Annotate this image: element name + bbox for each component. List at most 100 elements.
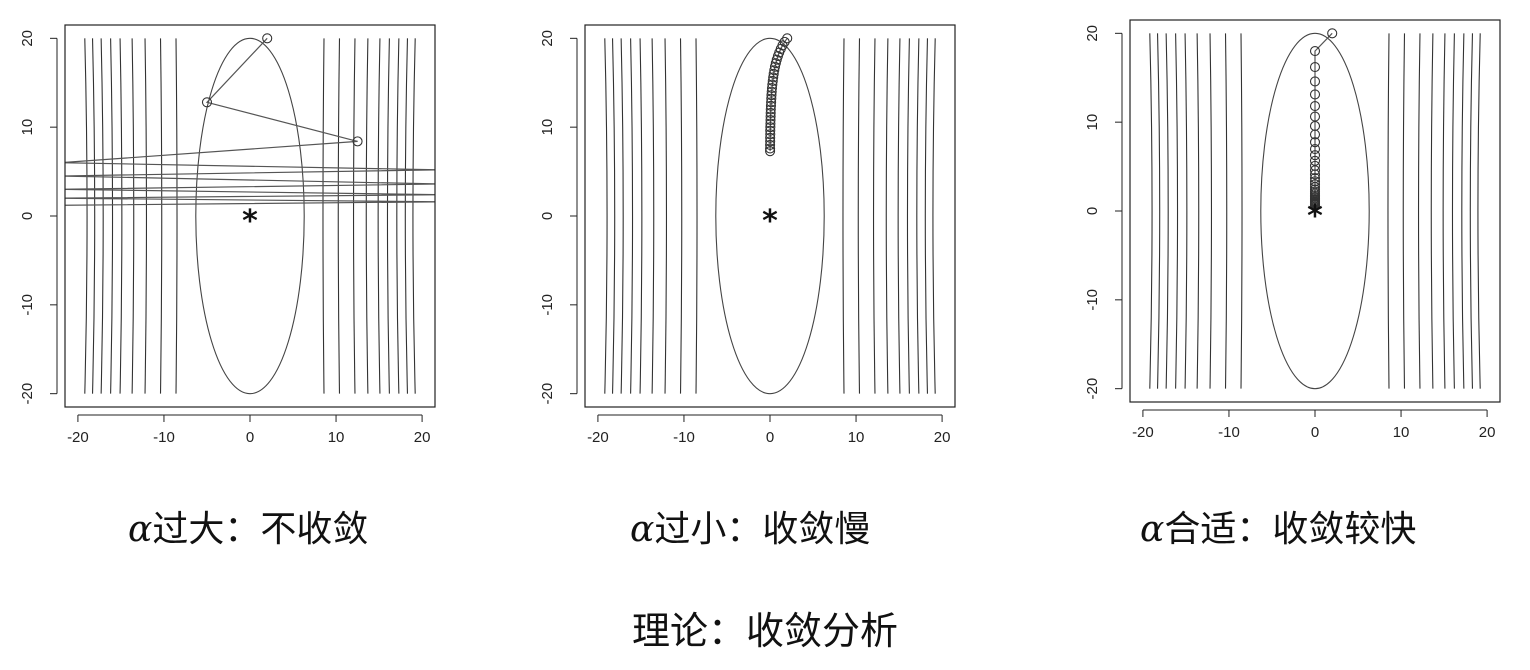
caption-too-large: α过大：不收敛	[128, 500, 368, 552]
iterate-point	[767, 79, 778, 90]
contour-line	[91, 38, 96, 394]
contour-line	[131, 38, 135, 394]
iterate-point	[1309, 89, 1321, 100]
contour-line	[1442, 33, 1446, 389]
contour-line	[1149, 33, 1153, 389]
contour-line	[639, 38, 643, 394]
contour-line	[897, 38, 901, 394]
contour-line	[1165, 33, 1169, 389]
x-tick-label: 10	[1393, 424, 1410, 441]
y-tick-label: 0	[539, 212, 556, 220]
iterate-point	[769, 65, 780, 76]
contour-ellipse	[715, 37, 825, 395]
contour-line	[337, 38, 341, 394]
iterate-point	[765, 125, 776, 136]
iterate-point	[766, 93, 777, 104]
minimum-marker: *	[1307, 199, 1323, 234]
plot-panel-too-small: * -20 -10 0 10 20 -20 -10 0 10 20	[520, 10, 980, 450]
y-tick-label: 10	[539, 119, 556, 136]
y-tick-label: 20	[1084, 25, 1101, 42]
iterate-point	[765, 146, 776, 157]
contour-line	[1387, 33, 1390, 389]
contour-line	[1209, 33, 1213, 389]
iterate-point	[352, 136, 363, 147]
contour-line	[352, 38, 356, 394]
y-tick-label: 0	[1084, 207, 1101, 215]
iterate-point	[1327, 28, 1338, 39]
iterate-point	[1309, 46, 1321, 57]
contour-line	[664, 38, 668, 394]
x-tick-label: -10	[153, 429, 175, 446]
contour-line	[144, 38, 148, 394]
contour-line	[404, 38, 409, 394]
x-tick-label: -20	[67, 429, 89, 446]
contour-line	[611, 38, 616, 394]
iterate-point	[1309, 76, 1321, 87]
iterate-point	[765, 115, 776, 126]
y-tick-label: -10	[1084, 289, 1101, 311]
x-tick-label: -20	[1132, 424, 1154, 441]
contour-line	[1240, 33, 1243, 389]
contour-group	[1149, 32, 1481, 390]
iterate-point	[1309, 181, 1321, 193]
iterate-point	[765, 100, 776, 111]
contour-ellipse	[1260, 32, 1370, 390]
y-axis: -20 -10 0 10 20	[19, 30, 58, 405]
contour-line	[110, 38, 114, 394]
contour-line	[377, 38, 381, 394]
contour-line	[906, 38, 910, 394]
contour-line	[1461, 33, 1465, 389]
contour-line	[119, 38, 123, 394]
iterate-point	[1309, 137, 1321, 148]
iterate-point	[262, 33, 273, 44]
alpha-symbol: α	[1140, 509, 1165, 550]
contour-line	[159, 38, 163, 394]
contour-line	[175, 38, 178, 394]
x-tick-label: -10	[1218, 424, 1240, 441]
contour-line	[916, 38, 920, 394]
plot-frame	[584, 24, 956, 408]
x-tick-label: 10	[848, 429, 865, 446]
y-tick-label: -10	[19, 294, 36, 316]
y-tick-label: 20	[19, 30, 36, 47]
iterate-point	[765, 111, 776, 122]
contour-line	[396, 38, 400, 394]
iterate-point	[766, 90, 777, 101]
plot-frame	[64, 24, 436, 408]
y-tick-label: 10	[19, 119, 36, 136]
descent-path	[65, 37, 435, 206]
alpha-symbol: α	[630, 509, 655, 550]
y-tick-label: -20	[1084, 378, 1101, 400]
chart-svg: * -20 -10 0 10 20 -20 -10 0 10 20	[19, 24, 436, 446]
contour-group	[84, 37, 416, 395]
contour-line	[365, 38, 369, 394]
contour-line	[932, 38, 936, 394]
x-axis: -20 -10 0 10 20	[587, 414, 951, 446]
contour-line	[100, 38, 104, 394]
contour-line	[1156, 33, 1161, 389]
y-tick-label: -10	[539, 294, 556, 316]
iterate-point	[769, 61, 781, 72]
iterate-point	[1309, 176, 1321, 187]
contour-line	[857, 38, 861, 394]
caption-text: 过大：不收敛	[152, 509, 369, 550]
x-axis: -20 -10 0 10 20	[1132, 409, 1496, 441]
iterate-point	[1309, 62, 1321, 73]
contour-line	[1477, 33, 1481, 389]
iterate-point	[765, 136, 776, 147]
iterate-point	[768, 72, 779, 83]
y-axis: -20 -10 0 10 20	[539, 30, 578, 405]
x-tick-label: 20	[934, 429, 951, 446]
plot-frame	[1129, 19, 1501, 403]
x-tick-label: 20	[414, 429, 431, 446]
iterate-point	[767, 75, 778, 87]
iterate-point	[782, 33, 793, 44]
contour-line	[842, 38, 845, 394]
minimum-marker: *	[762, 204, 778, 239]
iterate-point	[1309, 129, 1321, 140]
minimum-marker: *	[242, 204, 258, 239]
iterate-point	[1309, 165, 1321, 176]
x-tick-label: 20	[1479, 424, 1496, 441]
footer-title: 理论：收敛分析	[631, 609, 898, 653]
x-tick-label: 10	[328, 429, 345, 446]
